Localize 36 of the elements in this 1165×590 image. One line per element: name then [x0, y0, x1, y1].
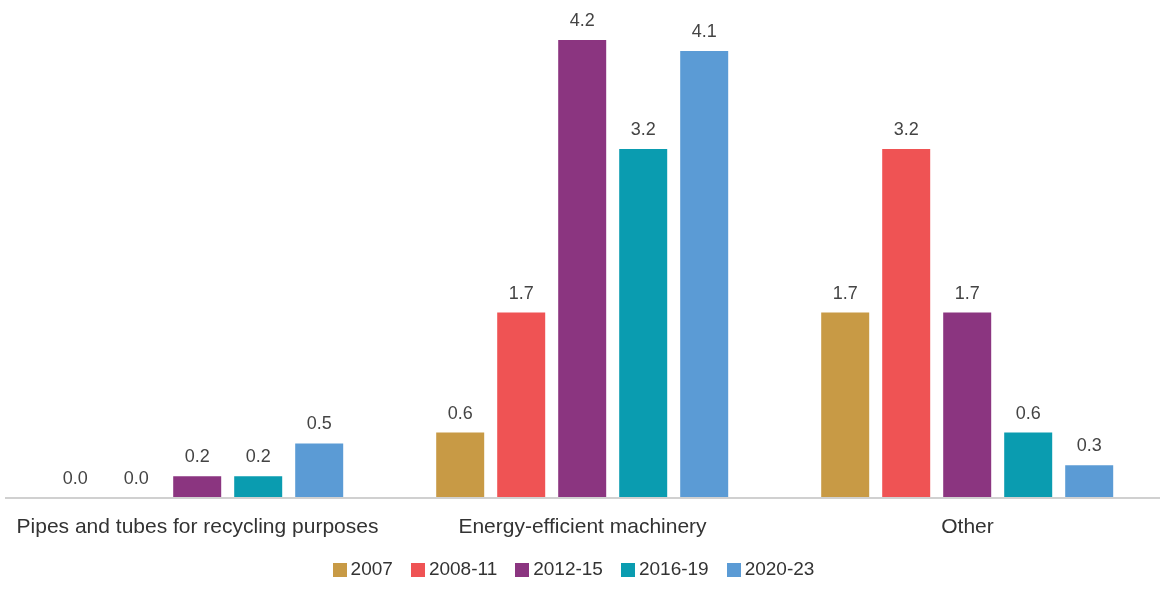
- data-label: 0.3: [1076, 435, 1102, 456]
- data-label: 4.2: [569, 10, 595, 30]
- data-label: 0.0: [123, 467, 149, 488]
- legend-label: 2008-11: [428, 558, 498, 579]
- data-label: 0.0: [62, 467, 88, 488]
- x-tick-label: Pipes and tubes for recycling purposes: [16, 513, 379, 537]
- legend-label: 2016-19: [638, 558, 709, 579]
- bar: [619, 149, 668, 498]
- data-label: 1.7: [508, 282, 534, 303]
- bar: [173, 476, 222, 498]
- data-label: 3.2: [630, 119, 656, 140]
- data-label: 1.7: [832, 282, 858, 303]
- legend-label: 2007: [350, 558, 393, 579]
- bar: [1065, 465, 1114, 498]
- x-tick-label: Energy-efficient machinery: [458, 513, 708, 537]
- bar: [497, 312, 546, 498]
- bar: [882, 149, 931, 498]
- x-tick-label: Other: [941, 513, 994, 537]
- data-label: 1.7: [954, 282, 980, 303]
- data-label: 0.2: [184, 446, 210, 467]
- data-label: 3.2: [893, 119, 919, 140]
- bar: [1004, 432, 1053, 498]
- data-label: 0.6: [447, 402, 473, 423]
- data-label: 4.1: [691, 20, 717, 41]
- data-label: 0.2: [245, 446, 271, 467]
- data-label: 0.6: [1015, 402, 1041, 423]
- bar: [234, 476, 283, 498]
- data-label: 0.5: [306, 413, 332, 434]
- bar: [558, 40, 607, 498]
- legend-label: 2012-15: [533, 558, 603, 579]
- bar: [436, 432, 485, 498]
- bar: [821, 312, 870, 498]
- legend-label: 2020-23: [744, 558, 815, 579]
- bar: [295, 443, 344, 498]
- bar: [680, 50, 729, 498]
- bar: [943, 312, 992, 498]
